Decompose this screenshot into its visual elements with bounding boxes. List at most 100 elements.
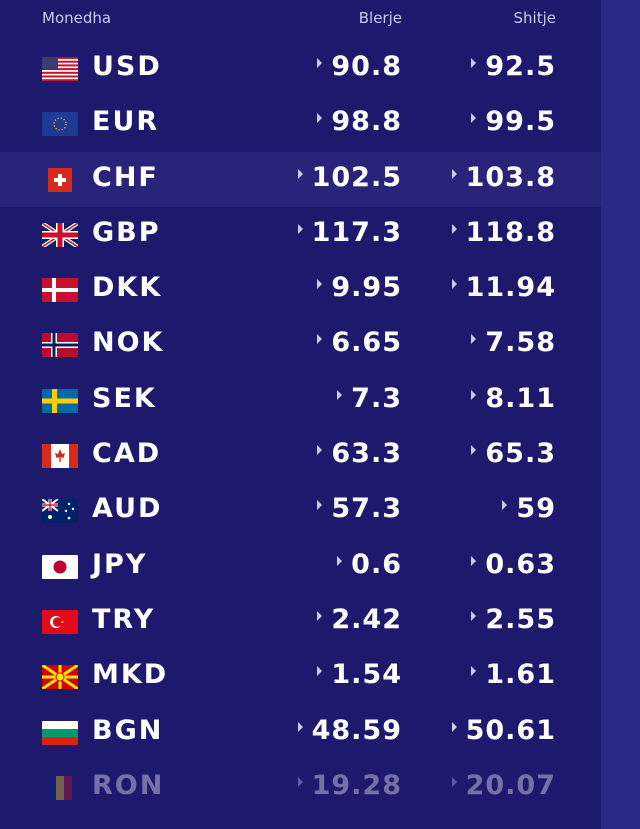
table-row-chf[interactable]: CHF 102.5 103.8 [0, 151, 601, 207]
caret-right-icon [297, 721, 303, 732]
table-row-usd[interactable]: USD 90.8 92.5 [0, 41, 601, 96]
ro-flag-icon [42, 775, 78, 800]
scrollbar[interactable] [601, 0, 640, 829]
tr-flag-icon [42, 609, 78, 634]
gb-flag-icon [42, 222, 78, 247]
rates-list: USD 90.8 92.5 EUR 98.8 99.5 CHF 102.5 10… [0, 41, 601, 815]
header-buy: Blerje [358, 9, 402, 27]
caret-right-icon [337, 389, 343, 400]
sell-rate: 65.3 [471, 438, 556, 469]
au-flag-icon [42, 499, 78, 524]
caret-right-icon [471, 113, 477, 124]
buy-rate: 0.6 [337, 549, 402, 580]
buy-rate: 9.95 [317, 272, 402, 303]
dk-flag-icon [42, 278, 78, 303]
ca-flag-icon [42, 444, 78, 469]
caret-right-icon [451, 721, 457, 732]
eu-flag-icon [42, 112, 78, 137]
caret-right-icon [317, 113, 323, 124]
caret-right-icon [317, 279, 323, 290]
bg-flag-icon [42, 720, 78, 745]
currency-code: TRY [92, 603, 156, 635]
currency-code: GBP [92, 216, 161, 248]
sell-rate: 2.55 [471, 604, 556, 635]
header-sell: Shitje [513, 9, 556, 27]
caret-right-icon [317, 445, 323, 456]
sell-rate: 118.8 [451, 217, 556, 248]
currency-code: AUD [92, 493, 163, 525]
sell-rate: 59 [502, 493, 556, 524]
table-row-nok[interactable]: NOK 6.65 7.58 [0, 317, 601, 372]
sell-rate: 99.5 [471, 106, 556, 137]
ch-flag-icon [42, 167, 78, 192]
buy-rate: 117.3 [297, 217, 402, 248]
caret-right-icon [317, 58, 323, 68]
table-row-mkd[interactable]: MKD 1.54 1.61 [0, 649, 601, 704]
buy-rate: 98.8 [317, 106, 402, 137]
sell-rate: 103.8 [451, 162, 556, 193]
currency-code: CHF [92, 161, 159, 193]
table-header: Monedha Blerje Shitje [0, 0, 601, 40]
table-row-eur[interactable]: EUR 98.8 99.5 [0, 96, 601, 151]
buy-rate: 102.5 [297, 162, 402, 193]
table-row-cad[interactable]: CAD 63.3 65.3 [0, 428, 601, 483]
table-row-sek[interactable]: SEK 7.3 8.11 [0, 373, 601, 428]
caret-right-icon [471, 58, 477, 68]
caret-right-icon [337, 555, 343, 566]
currency-code: BGN [92, 714, 164, 746]
caret-right-icon [297, 223, 303, 234]
us-flag-icon [42, 57, 78, 81]
caret-right-icon [471, 389, 477, 400]
caret-right-icon [317, 666, 323, 677]
caret-right-icon [297, 776, 303, 787]
table-row-ron[interactable]: RON 19.28 20.07 [0, 760, 601, 815]
currency-code: CAD [92, 438, 162, 470]
caret-right-icon [502, 500, 508, 511]
table-row-try[interactable]: TRY 2.42 2.55 [0, 594, 601, 649]
caret-right-icon [451, 223, 457, 234]
sell-rate: 8.11 [471, 383, 556, 414]
caret-right-icon [451, 279, 457, 290]
mk-flag-icon [42, 665, 78, 690]
buy-rate: 6.65 [317, 327, 402, 358]
table-row-gbp[interactable]: GBP 117.3 118.8 [0, 207, 601, 262]
caret-right-icon [471, 555, 477, 566]
buy-rate: 48.59 [297, 715, 402, 746]
currency-code: JPY [92, 548, 148, 580]
sell-rate: 20.07 [451, 770, 556, 801]
sell-rate: 11.94 [451, 272, 556, 303]
sell-rate: 7.58 [471, 327, 556, 358]
sell-rate: 92.5 [471, 51, 556, 82]
caret-right-icon [451, 168, 457, 179]
sell-rate: 0.63 [471, 549, 556, 580]
caret-right-icon [471, 610, 477, 621]
buy-rate: 90.8 [317, 51, 402, 82]
sell-rate: 1.61 [471, 659, 556, 690]
currency-code: USD [92, 51, 162, 82]
caret-right-icon [471, 666, 477, 677]
buy-rate: 63.3 [317, 438, 402, 469]
se-flag-icon [42, 388, 78, 413]
caret-right-icon [317, 500, 323, 511]
table-row-aud[interactable]: AUD 57.3 59 [0, 483, 601, 538]
no-flag-icon [42, 333, 78, 358]
buy-rate: 2.42 [317, 604, 402, 635]
buy-rate: 1.54 [317, 659, 402, 690]
caret-right-icon [471, 334, 477, 345]
caret-right-icon [297, 168, 303, 179]
caret-right-icon [317, 334, 323, 345]
table-row-dkk[interactable]: DKK 9.95 11.94 [0, 262, 601, 317]
caret-right-icon [451, 776, 457, 787]
header-currency: Monedha [42, 9, 112, 27]
buy-rate: 57.3 [317, 493, 402, 524]
exchange-rate-panel: Monedha Blerje Shitje USD 90.8 92.5 EUR … [0, 0, 601, 815]
buy-rate: 19.28 [297, 770, 402, 801]
jp-flag-icon [42, 554, 78, 579]
table-row-jpy[interactable]: JPY 0.6 0.63 [0, 539, 601, 594]
currency-code: RON [92, 769, 165, 801]
sell-rate: 50.61 [451, 715, 556, 746]
currency-code: SEK [92, 382, 157, 414]
currency-code: EUR [92, 106, 160, 138]
caret-right-icon [317, 610, 323, 621]
table-row-bgn[interactable]: BGN 48.59 50.61 [0, 705, 601, 760]
